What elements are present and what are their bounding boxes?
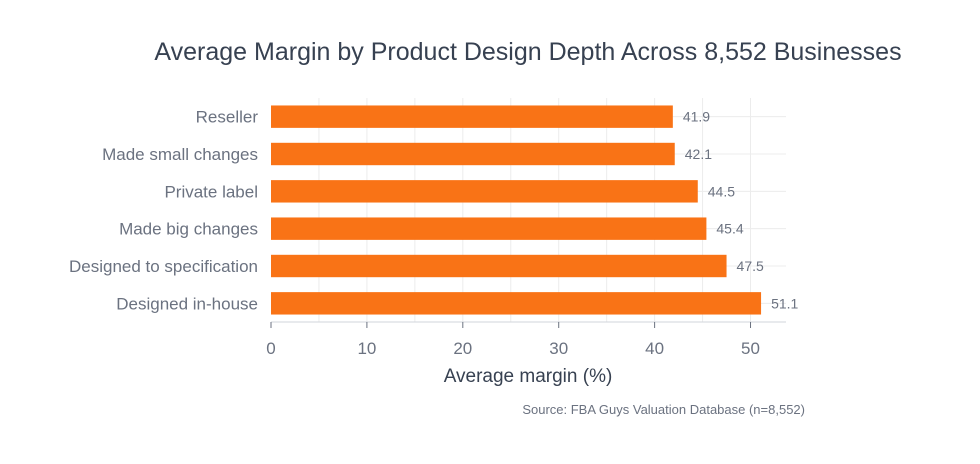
category-label: Reseller [196,108,259,127]
category-label: Private label [164,182,258,201]
bar [271,180,698,203]
data-label: 42.1 [685,146,712,162]
category-label: Designed to specification [69,257,258,276]
data-label: 41.9 [683,109,710,125]
data-label: 44.5 [708,183,735,199]
axes [270,321,786,328]
x-tick-label: 30 [549,339,568,358]
x-tick-label: 10 [357,339,376,358]
category-label: Made small changes [102,145,258,164]
bars [271,105,762,315]
bar [271,142,675,166]
grid-lines [271,98,786,322]
x-axis-title: Average margin (%) [444,366,613,387]
bar [271,254,727,278]
x-tick-label: 40 [645,339,664,358]
bar [271,217,707,240]
labels: Reseller 41.9 Made small changes 42.1 Privat… [69,108,799,358]
data-label: 47.5 [737,258,764,274]
bar [271,105,673,128]
x-tick-label: 50 [741,339,760,358]
category-label: Made big changes [119,220,258,239]
data-label: 45.4 [716,221,743,237]
x-tick-label: 0 [266,339,275,358]
bar [271,292,762,315]
chart-title: Average Margin by Product Design Depth A… [154,38,902,66]
category-label: Designed in-house [116,294,258,313]
x-tick-label: 20 [453,339,472,358]
source-note: Source: FBA Guys Valuation Database (n=8… [522,402,805,417]
data-label: 51.1 [771,295,798,311]
